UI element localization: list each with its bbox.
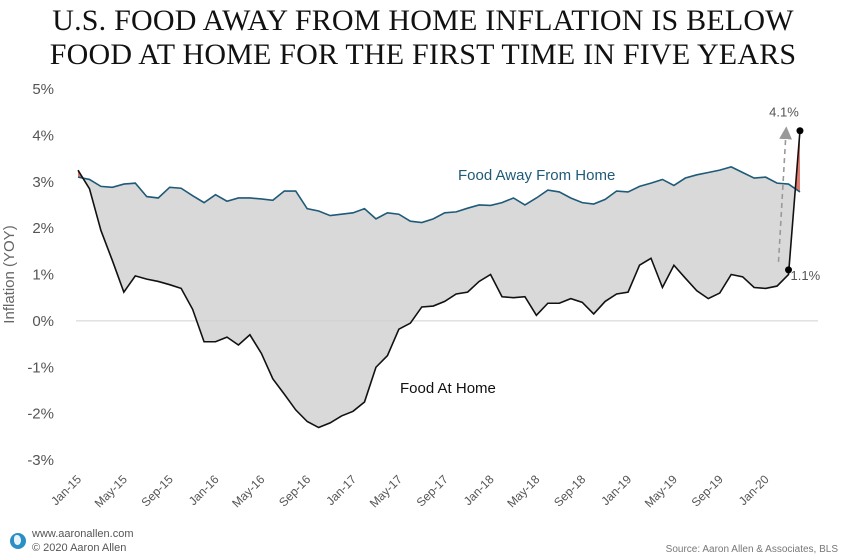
x-tick-label: Jan-16 <box>186 472 222 508</box>
change-arrow <box>777 126 792 262</box>
series-label-away: Food Away From Home <box>458 167 615 184</box>
y-tick-label: 4% <box>32 127 54 144</box>
footer-branding: www.aaronallen.com © 2020 Aaron Allen <box>10 527 134 555</box>
x-tick-label: Sep-15 <box>139 472 176 509</box>
x-tick-label: Sep-16 <box>276 472 313 509</box>
x-tick-label: Jan-17 <box>323 472 359 508</box>
x-tick-label: Jan-19 <box>598 472 634 508</box>
x-tick-label: Sep-17 <box>414 472 451 509</box>
start-value-dot <box>785 266 793 274</box>
y-axis-ticks: -3% -2% -1% 0% 1% 2% 3% 4% 5% <box>27 81 54 469</box>
x-tick-label: Sep-18 <box>551 472 588 509</box>
annotations: 4.1% 1.1% Food Away From Home Food At Ho… <box>400 105 821 397</box>
y-tick-label: 0% <box>32 313 54 330</box>
series-lines <box>77 127 804 429</box>
series-line-food-away-from-home <box>77 166 801 224</box>
y-tick-label: 5% <box>32 81 54 98</box>
x-tick-label: May-17 <box>367 472 405 510</box>
x-tick-label: May-15 <box>92 472 130 510</box>
end-value-label: 4.1% <box>769 105 799 120</box>
globe-icon <box>10 533 26 549</box>
copyright-text: © 2020 Aaron Allen <box>32 542 127 554</box>
series-label-home: Food At Home <box>400 380 496 397</box>
website-link[interactable]: www.aaronallen.com <box>32 528 134 540</box>
x-tick-label: Jan-18 <box>461 472 497 508</box>
gap-fill-area <box>82 166 796 428</box>
x-axis-ticks: Jan-15 May-15 Sep-15 Jan-16 May-16 Sep-16 Jan-… <box>48 472 772 510</box>
x-tick-label: May-19 <box>642 472 680 510</box>
y-axis-label: Inflation (YOY) <box>1 225 18 323</box>
x-tick-label: Sep-19 <box>689 472 726 509</box>
y-tick-label: -1% <box>27 359 54 376</box>
y-tick-label: -3% <box>27 452 54 469</box>
x-tick-label: Jan-15 <box>48 472 84 508</box>
chart-title-line-1: U.S. FOOD AWAY FROM HOME INFLATION IS BE… <box>52 4 794 37</box>
end-value-dot <box>796 127 804 135</box>
y-tick-label: 2% <box>32 220 54 237</box>
x-tick-label: Jan-20 <box>736 472 772 508</box>
y-tick-label: 3% <box>32 174 54 191</box>
chart-title-line-2: FOOD AT HOME FOR THE FIRST TIME IN FIVE … <box>49 38 797 71</box>
y-tick-label: 1% <box>32 267 54 284</box>
x-tick-label: May-16 <box>229 472 267 510</box>
x-tick-label: May-18 <box>504 472 542 510</box>
source-note: Source: Aaron Allen & Associates, BLS <box>665 544 838 555</box>
chart-title: U.S. FOOD AWAY FROM HOME INFLATION IS BE… <box>0 4 846 72</box>
y-tick-label: -2% <box>27 406 54 423</box>
series-line-food-at-home <box>77 130 801 429</box>
start-value-label: 1.1% <box>791 268 821 283</box>
